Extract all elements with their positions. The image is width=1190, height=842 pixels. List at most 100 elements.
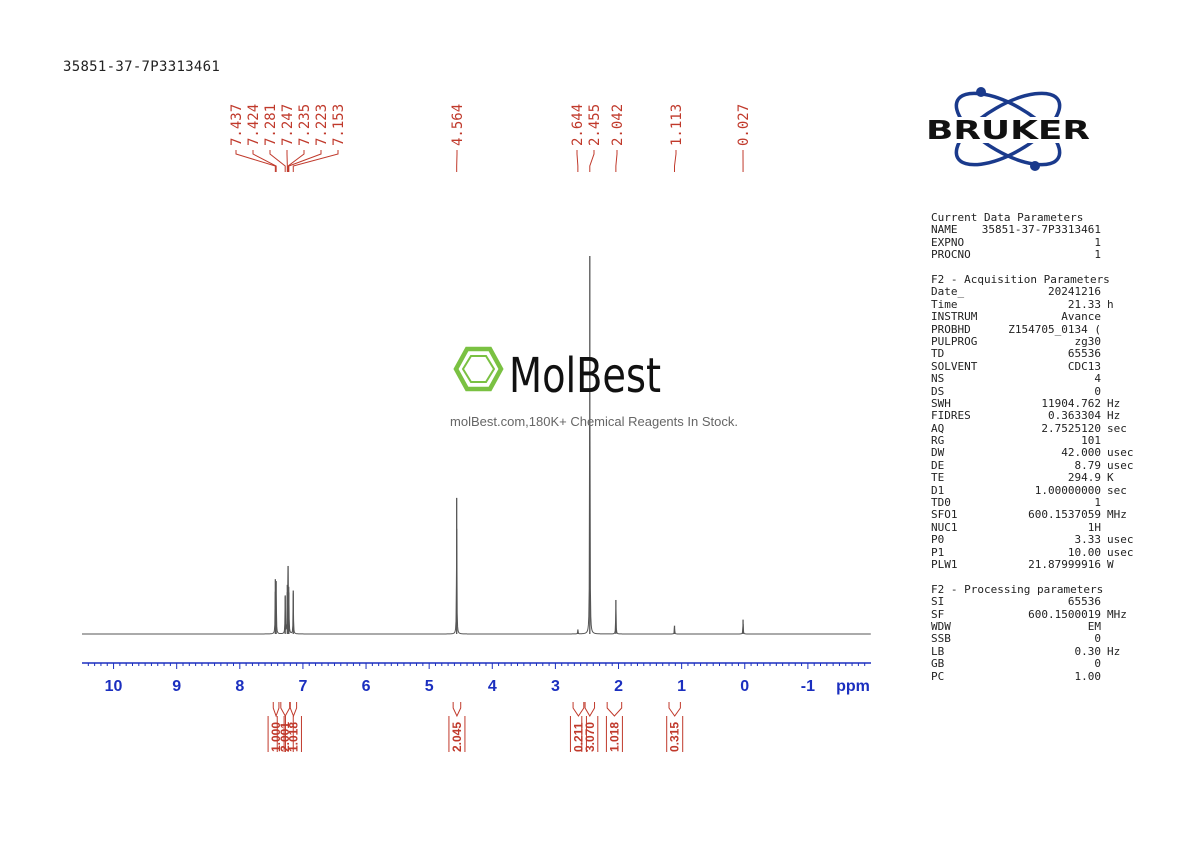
param-value: 1 (1094, 235, 1101, 249)
tick-label: 8 (235, 678, 244, 695)
param-key: FIDRES (931, 409, 971, 423)
param-unit: MHz (1107, 607, 1127, 621)
param-key: WDW (931, 619, 951, 633)
molbest-watermark: MolBest molBest.com,180K+ Chemical Reage… (450, 346, 738, 429)
tick-label: 10 (105, 678, 123, 695)
molbest-tagline: molBest.com,180K+ Chemical Reagents In S… (450, 414, 738, 429)
param-key: SWH (931, 396, 951, 410)
param-key: TD (931, 347, 945, 361)
param-key: GB (931, 657, 945, 671)
param-key: TD0 (931, 496, 951, 510)
param-value: 0 (1094, 657, 1101, 671)
param-key: TE (931, 471, 945, 485)
param-row-td0: TD0 1 (931, 496, 1143, 510)
param-unit: usec (1107, 545, 1134, 559)
bruker-wordmark: BRUKER (926, 116, 1090, 146)
param-row-si: SI 65536 (931, 595, 1143, 609)
tick-label: 6 (362, 678, 371, 695)
peak-leader-line (589, 150, 595, 172)
param-key: EXPNO (931, 235, 965, 249)
acquisition-parameters: F2 - Acquisition Parameters Date_ 2024121… (931, 273, 1143, 571)
param-value: 600.1537059 (1028, 508, 1101, 522)
param-key: SF (931, 607, 945, 621)
peak-label: 4.564 (450, 104, 466, 146)
peak-label: 7.281 (263, 104, 279, 146)
param-unit: Hz (1107, 396, 1121, 410)
section-heading: Current Data Parameters (931, 211, 1084, 224)
integral-value: 2.045 (450, 722, 464, 752)
param-row-sfo1: SFO1 600.1537059 MHz (931, 508, 1143, 522)
tick-label: 9 (172, 678, 181, 695)
tick-label: 2 (614, 678, 623, 695)
peak-label: 7.247 (280, 104, 296, 146)
param-key: INSTRUM (931, 310, 978, 324)
tick-label: 5 (425, 678, 434, 695)
peak-label: 7.235 (297, 104, 313, 146)
param-row-time: Time 21.33 h (931, 297, 1143, 311)
param-row-te: TE 294.9 K (931, 471, 1143, 485)
param-key: NUC1 (931, 520, 958, 534)
param-row-instrum: INSTRUM Avance (931, 310, 1143, 324)
acquisition-parameters-panel: Current Data Parameters NAME 35851-37-7P3… (931, 211, 1143, 695)
param-key: PROCNO (931, 248, 971, 262)
sample-title: 35851-37-7P3313461 (63, 59, 221, 75)
param-row-nuc1: NUC1 1H (931, 520, 1143, 534)
x-axis-label: ppm (836, 678, 870, 695)
param-value: 11904.762 (1041, 396, 1101, 410)
peak-leader-line (287, 150, 305, 172)
spectrum-trace-group (82, 256, 871, 635)
param-key: PROBHD (931, 322, 971, 336)
param-value: EM (1087, 619, 1101, 633)
param-unit: h (1107, 297, 1114, 311)
peak-label: 2.644 (570, 104, 586, 146)
integral-value: 1.018 (607, 722, 621, 752)
peak-leader-line (235, 150, 276, 172)
param-value: 8.79 (1074, 458, 1102, 472)
param-value: Avance (1061, 310, 1101, 324)
param-key: LB (931, 644, 945, 658)
param-value: CDC13 (1067, 359, 1101, 373)
tick-label: 0 (740, 678, 749, 695)
param-unit: MHz (1107, 508, 1127, 522)
integral-bracket (584, 702, 596, 717)
integral-bracket (289, 702, 298, 718)
param-row-td: TD 65536 (931, 347, 1143, 361)
param-value: 42.000 (1061, 446, 1101, 460)
peak-leader-line (288, 150, 322, 172)
current-data-parameters: Current Data Parameters NAME 35851-37-7P3… (931, 211, 1143, 262)
param-value: 65536 (1067, 595, 1101, 609)
peak-label: 7.153 (331, 104, 347, 146)
param-value: 20241216 (1048, 285, 1101, 299)
peak-label: 7.437 (229, 104, 245, 146)
param-value: 21.33 (1067, 297, 1101, 311)
param-value: 21.87999916 (1028, 557, 1101, 571)
param-key: Time (931, 297, 958, 311)
param-value: 1.00000000 (1034, 483, 1101, 497)
peak-leader-line (674, 150, 677, 172)
tick-label: 3 (551, 678, 560, 695)
param-unit: usec (1107, 446, 1134, 460)
tick-label: -1 (801, 678, 815, 695)
param-unit: usec (1107, 533, 1134, 547)
param-row-name: NAME 35851-37-7P3313461 (931, 223, 1143, 236)
integral-value: 1.000 (269, 722, 283, 752)
peak-leader-line (576, 150, 579, 172)
peak-label: 2.042 (610, 104, 626, 146)
param-row-de: DE 8.79 usec (931, 458, 1143, 472)
peak-label: 2.455 (587, 104, 603, 146)
param-row-ds: DS 0 (931, 385, 1143, 398)
param-key: DE (931, 458, 945, 472)
integral-bracket (668, 702, 681, 717)
param-row-aq: AQ 2.7525120 sec (931, 421, 1143, 435)
param-row-swh: SWH 11904.762 Hz (931, 396, 1143, 410)
ppm-axis: 10 9 8 7 6 5 4 3 2 1 0 -1 ppm (82, 662, 871, 695)
param-row-p0: P0 3.33 usec (931, 533, 1143, 547)
param-unit: sec (1107, 421, 1127, 435)
param-key: P1 (931, 545, 945, 559)
param-value: 2.7525120 (1041, 421, 1101, 435)
param-key: SFO1 (931, 508, 958, 522)
tick-label: 7 (298, 678, 307, 695)
param-key: D1 (931, 483, 945, 497)
